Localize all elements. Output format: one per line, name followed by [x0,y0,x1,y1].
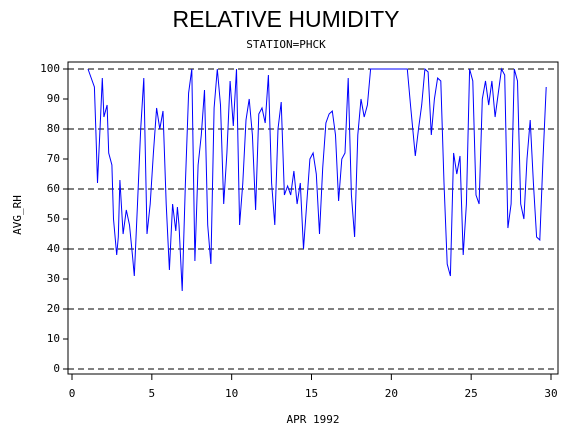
x-tick-label: 10 [225,387,238,400]
y-tick-label: 70 [47,152,60,165]
y-tick-label: 50 [47,212,60,225]
x-axis-label: APR 1992 [287,413,340,426]
y-tick-label: 0 [53,362,60,375]
x-tick-label: 0 [69,387,76,400]
x-tick-label: 30 [544,387,557,400]
x-tick-label: 5 [149,387,156,400]
y-tick-label: 100 [40,62,60,75]
y-tick-label: 90 [47,92,60,105]
data-line [87,67,547,292]
y-tick-label: 40 [47,242,60,255]
x-tick-label: 25 [465,387,478,400]
x-tick-label: 15 [305,387,318,400]
y-axis-label: AVG_RH [11,195,24,235]
y-tick-label: 60 [47,182,60,195]
chart-title: RELATIVE HUMIDITY [172,6,399,32]
y-tick-label: 20 [47,302,60,315]
y-tick-label: 80 [47,122,60,135]
x-tick-label: 20 [385,387,398,400]
y-tick-label: 10 [47,332,60,345]
chart-subtitle: STATION=PHCK [246,38,326,51]
plot-frame [67,61,559,375]
y-tick-label: 30 [47,272,60,285]
